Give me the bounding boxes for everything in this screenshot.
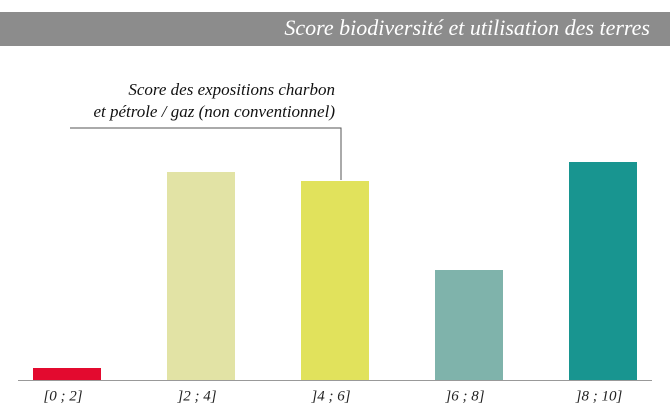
annotation: Score des expositions charbon (128, 80, 335, 99)
bar (435, 270, 503, 380)
x-tick-label: ]2 ; 4] (176, 388, 216, 404)
bar (569, 162, 637, 380)
bar (167, 172, 235, 380)
title-banner (0, 12, 670, 46)
chart-title: Score biodiversité et utilisation des te… (284, 15, 650, 40)
bar (33, 368, 101, 380)
annotation-leader (70, 127, 342, 180)
x-tick-label: ]4 ; 6] (310, 388, 350, 404)
annotation: et pétrole / gaz (non conventionnel) (93, 102, 335, 121)
x-tick-label: ]8 ; 10] (575, 388, 623, 404)
x-tick-label: [0 ; 2] (43, 388, 82, 404)
bar (301, 181, 369, 380)
x-tick-label: ]6 ; 8] (444, 388, 484, 404)
